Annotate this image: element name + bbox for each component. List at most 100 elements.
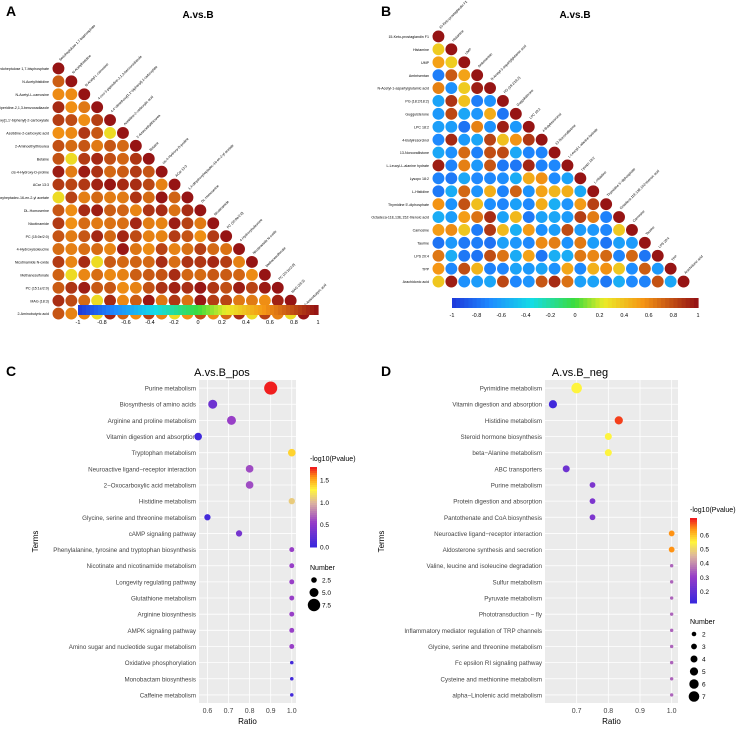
heatmap-cell [220, 281, 233, 294]
data-point [289, 644, 295, 649]
heatmap-cell [284, 294, 297, 307]
colorbar-segment [542, 298, 547, 308]
heatmap-cell [600, 224, 613, 236]
colorbar-tick-label: 0.2 [596, 313, 604, 319]
heatmap-cell [432, 120, 445, 133]
data-point [548, 400, 558, 409]
panel-letter-a: A [6, 3, 16, 19]
heatmap-cell [181, 268, 194, 281]
heatmap-diag-label: Arachidonic acid [683, 254, 704, 275]
colorbar-segment [310, 541, 317, 544]
colorbar-segment [266, 305, 271, 315]
heatmap-cell [91, 243, 104, 255]
heatmap-cell [484, 146, 496, 159]
heatmap-diag-label: Nicotinamide N-oxide [252, 230, 278, 256]
heatmap-cell [445, 133, 458, 146]
heatmap-diag-label: N-Acetyl-1-aspartylglutamic acid [490, 44, 527, 81]
heatmap-cell [522, 211, 535, 223]
heatmap-cell [207, 256, 220, 268]
heatmap-cell [52, 281, 65, 294]
heatmap-row-label: Sedoheptulose 1,7-bisphosphate [0, 67, 49, 71]
size-tick-label: 7.5 [322, 602, 331, 609]
heatmap-cell [91, 114, 104, 126]
heatmap-cell [117, 191, 129, 204]
heatmap-cell [522, 249, 535, 262]
term-label: Glutathione metabolism [131, 596, 196, 603]
heatmap-diag-label: MAG (18:3) [291, 279, 306, 294]
term-label: Histidine metabolism [485, 418, 542, 425]
size-legend-dot [690, 655, 698, 663]
colorbar-segment [82, 305, 87, 315]
heatmap-cell [78, 217, 91, 230]
heatmap-cell [104, 281, 116, 294]
heatmap-row-label: 4-Butylresorcinol [402, 138, 429, 142]
heatmap-cell [471, 211, 484, 223]
data-point [290, 660, 294, 665]
colorbar-segment [464, 298, 469, 308]
colorbar-segment [690, 590, 697, 593]
heatmap-cell [91, 152, 104, 165]
heatmap-diag-label: UMP [464, 47, 473, 56]
heatmap-cell [91, 230, 104, 243]
heatmap-cell [484, 172, 496, 185]
heatmap-cell [484, 249, 496, 262]
heatmap-cell [638, 262, 651, 275]
heatmap-cell [600, 275, 613, 288]
data-point [669, 660, 674, 665]
colorbar-segment [290, 305, 295, 315]
colorbar-segment [493, 298, 498, 308]
colorbar-segment [310, 487, 317, 490]
colorbar-segment [591, 298, 597, 308]
data-point [589, 514, 596, 521]
heatmap-cell [258, 281, 271, 294]
heatmap-cell [471, 275, 484, 288]
heatmap-cell [91, 268, 104, 281]
color-tick-label: 0.2 [700, 589, 709, 596]
heatmap-row-label: 4,4'-dimethoxy[1,1'-biphenyl]-2-carboxyl… [0, 119, 49, 123]
data-point [264, 381, 278, 395]
heatmap-diag-label: PC (15:1e/2:0) [278, 263, 296, 281]
colorbar-segment [226, 305, 231, 315]
term-label: AMPK signaling pathway [128, 628, 197, 635]
heatmap-cell [432, 236, 445, 249]
data-point [562, 465, 570, 473]
heatmap-cell [78, 139, 91, 152]
colorbar-segment [310, 475, 317, 478]
heatmap-cell [587, 211, 600, 223]
data-point [669, 596, 674, 600]
data-point [208, 399, 218, 409]
heatmap-cell [574, 262, 587, 275]
heatmap-cell [522, 185, 535, 198]
heatmap-cell [509, 224, 522, 236]
heatmap-cell [497, 211, 509, 223]
heatmap-cell [484, 275, 496, 288]
colorbar-segment [310, 467, 317, 470]
heatmap-cell [52, 217, 65, 230]
colorbar-segment [690, 530, 697, 534]
heatmap-cell [509, 107, 522, 120]
heatmap-cell [484, 82, 496, 94]
heatmap-cell [458, 249, 471, 262]
colorbar-segment [570, 298, 576, 308]
colorbar-segment [310, 543, 317, 546]
size-legend-dot [691, 631, 697, 637]
heatmap-diag-label: LPS 20:4 [658, 236, 671, 249]
heatmap-cell [258, 294, 271, 307]
panel-letter-b: B [381, 3, 391, 19]
colorbar-segment [690, 522, 697, 525]
colorbar-segment [310, 493, 317, 496]
heatmap-cell [91, 178, 104, 191]
heatmap-cell [65, 294, 78, 307]
heatmap-diag-label: ACar 13:3 [174, 164, 188, 178]
heatmap-row-label: Octadeca-11E,13E,15Z-trienoic acid [371, 216, 429, 220]
heatmap-cell [52, 88, 65, 101]
colorbar-segment [673, 298, 679, 308]
colorbar-segment [286, 305, 291, 315]
x-tick-label: 0.8 [603, 708, 613, 715]
heatmap-cell [129, 191, 142, 204]
term-label: Amino sugar and nucleotide sugar metabol… [69, 644, 196, 651]
heatmap-cell [471, 95, 484, 107]
heatmap-cell [78, 114, 91, 126]
colorbar-tick-label: -0.2 [169, 320, 178, 326]
heatmap-cell [78, 88, 91, 101]
